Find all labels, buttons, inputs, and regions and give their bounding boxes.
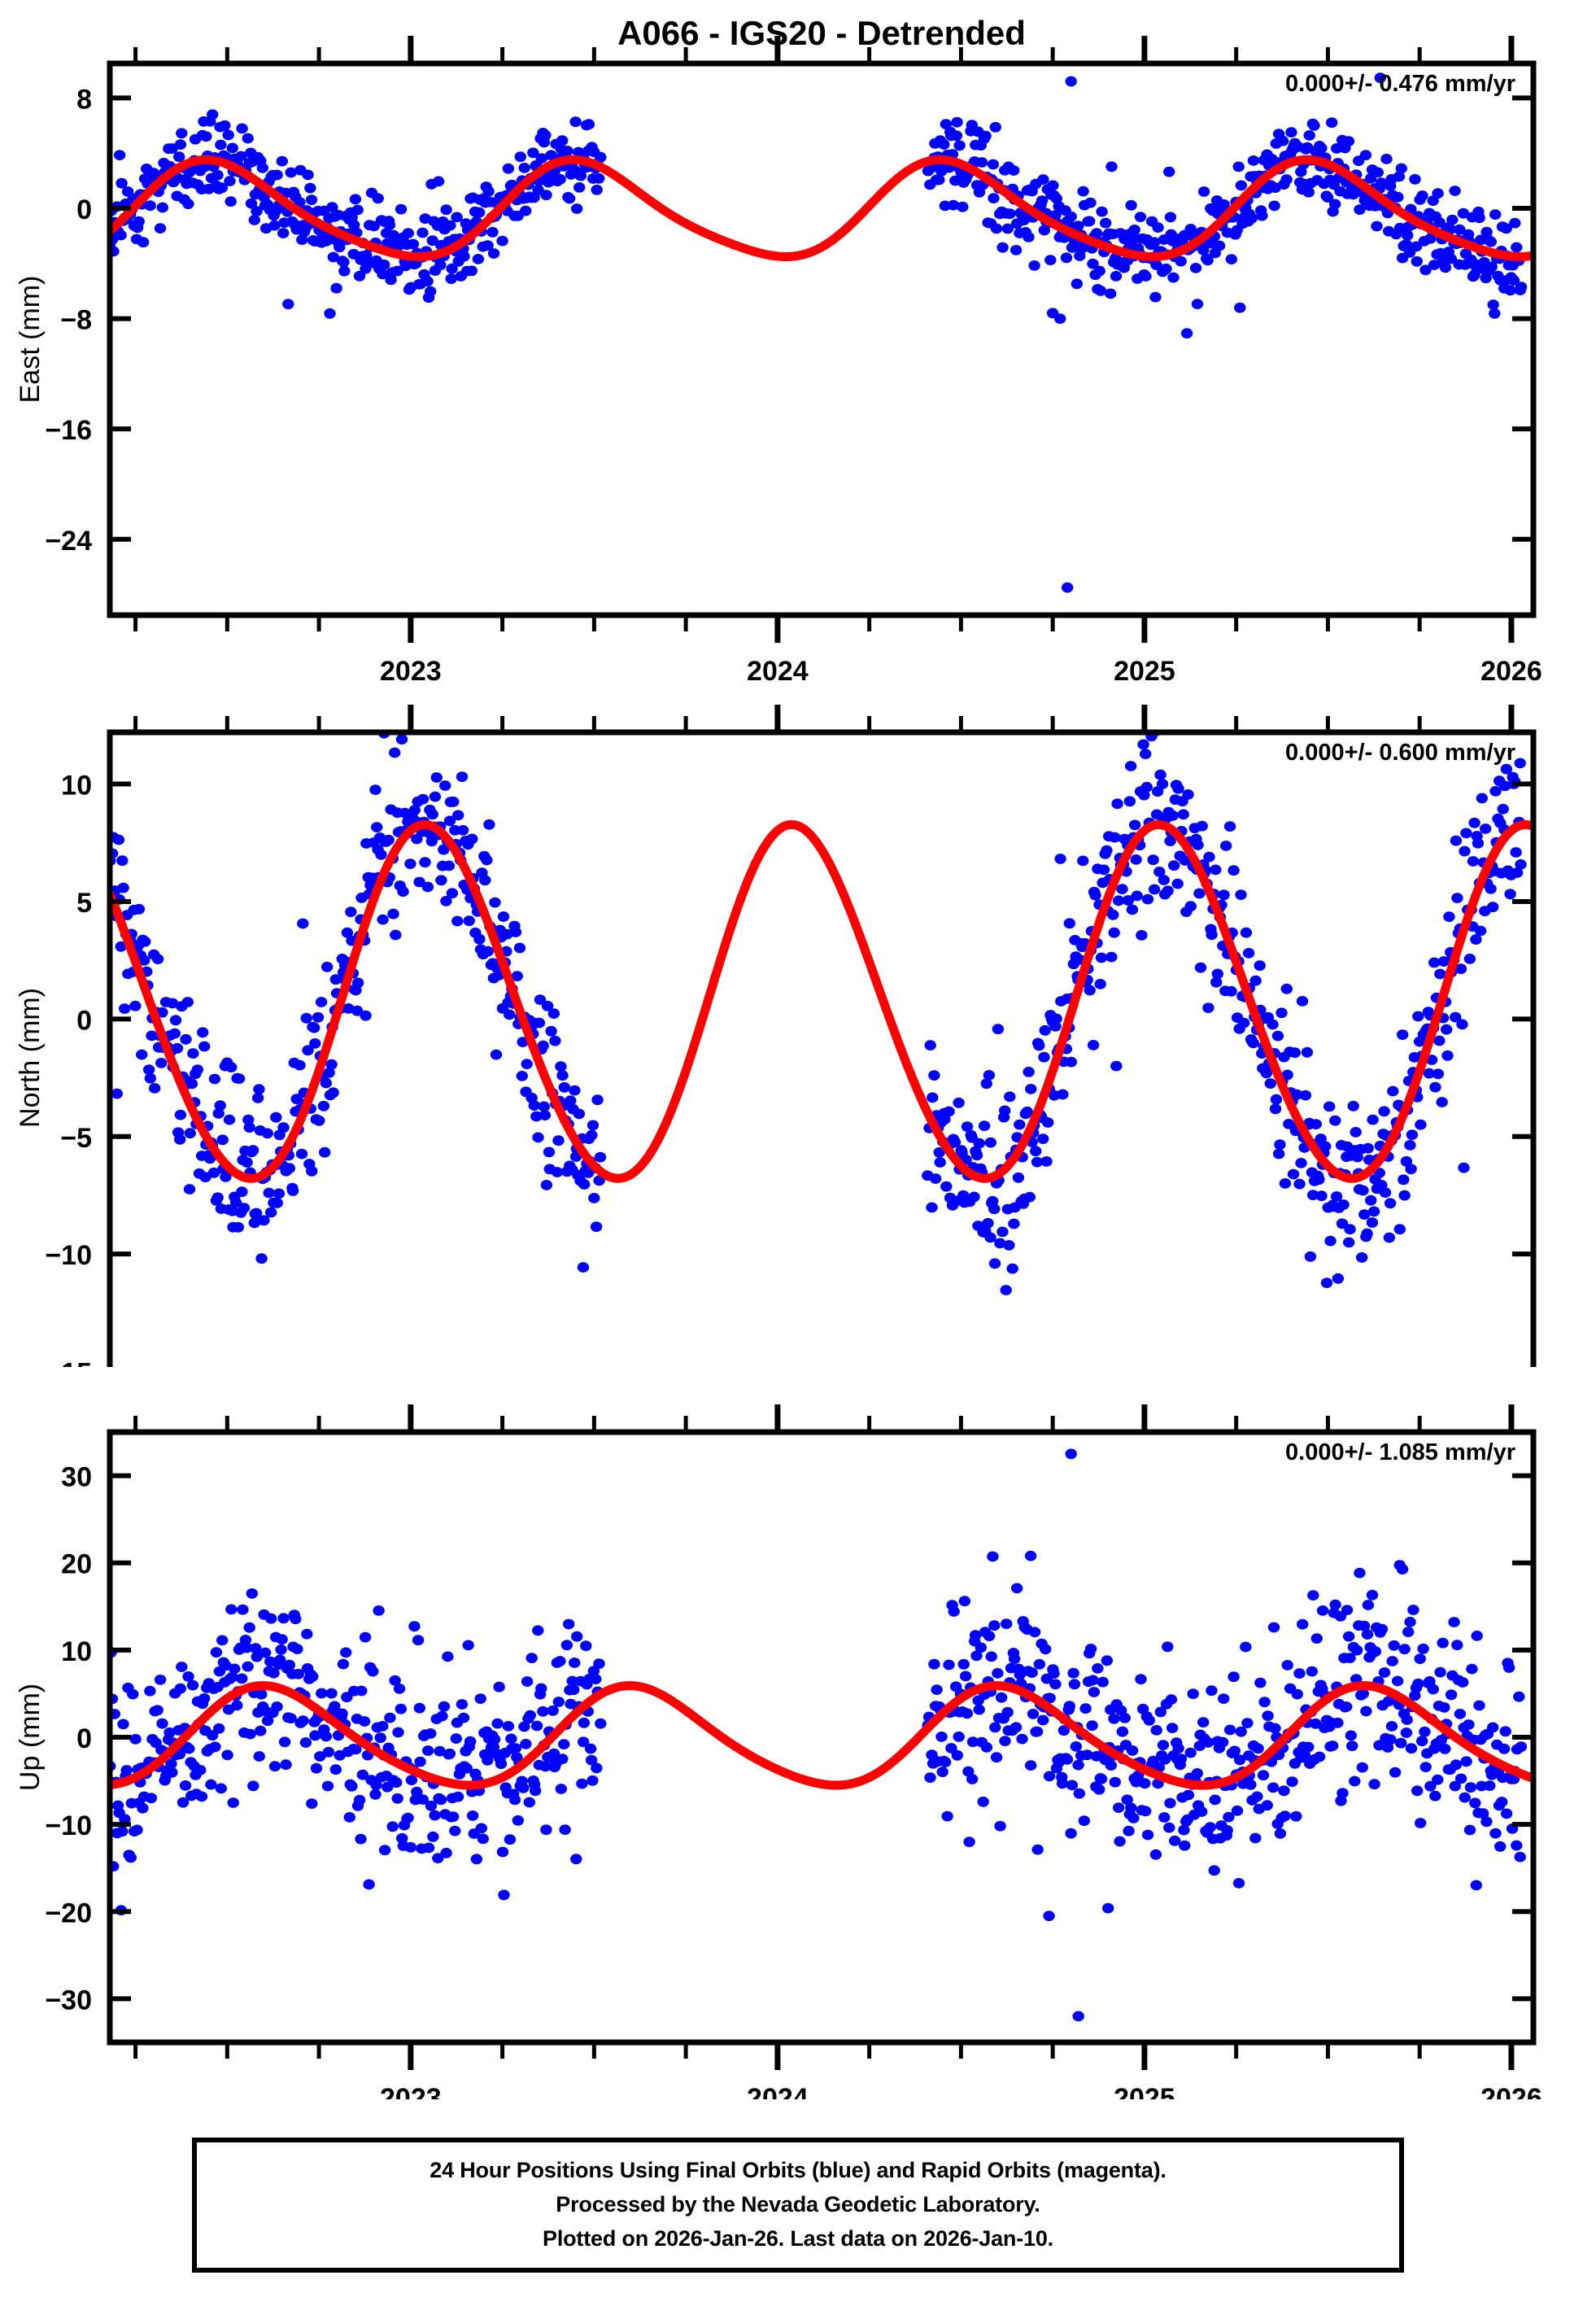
y-tick-label: 10: [61, 771, 92, 801]
y-tick-label: 10: [61, 1636, 92, 1667]
x-tick-label: 2025: [1114, 656, 1175, 684]
y-tick-label: −10: [45, 1240, 92, 1271]
page-title: A066 - IGS20 - Detrended: [617, 14, 1026, 52]
caption-line-2: Processed by the Nevada Geodetic Laborat…: [556, 2192, 1040, 2217]
caption-line-3: Plotted on 2026-Jan-26. Last data on 202…: [543, 2225, 1053, 2251]
rate-annotation: 0.000+/- 0.476 mm/yr: [1285, 71, 1515, 97]
y-tick-label: 0: [76, 1723, 92, 1754]
x-tick-label: 2025: [1114, 2083, 1175, 2099]
up-plot: 30 20 10 0 −10 −20 −30 2023 2024 2025 2026 Up (mm) 0…: [15, 1404, 1542, 2099]
y-tick-label: −16: [45, 415, 92, 446]
panel-up: 30 20 10 0 −10 −20 −30 2023 2024 2025 2026 Up (mm) 0…: [0, 1367, 1596, 2099]
y-tick-label: 0: [76, 1005, 92, 1036]
plot-data-layer: [110, 732, 1533, 1295]
rate-annotation: 0.000+/- 0.600 mm/yr: [1285, 740, 1515, 766]
plot-data-layer: [110, 72, 1533, 593]
y-tick-label: −20: [45, 1898, 92, 1928]
y-axis-title: North (mm): [15, 988, 46, 1128]
y-axis-title: East (mm): [15, 276, 46, 404]
scatter-points: [110, 72, 1528, 593]
y-tick-label: 30: [61, 1462, 92, 1493]
x-tick-label: 2026: [1480, 656, 1542, 684]
caption-box: 24 Hour Positions Using Final Orbits (bl…: [192, 2138, 1404, 2273]
panel-east: 8 0 −8 −16 −24 2023 2024 2025 2026 East (mm) 0.000…: [0, 0, 1596, 684]
y-tick-label: 8: [76, 84, 92, 115]
scatter-points: [110, 732, 1527, 1295]
scatter-points: [110, 1448, 1528, 2022]
y-tick-label: 0: [76, 194, 92, 225]
caption-line-1: 24 Hour Positions Using Final Orbits (bl…: [430, 2158, 1166, 2183]
x-axis: 2023 2024 2025 2026: [133, 1404, 1542, 2099]
east-plot: 8 0 −8 −16 −24 2023 2024 2025 2026 East (mm) 0.000…: [15, 14, 1542, 684]
plot-frame: [107, 729, 1537, 1367]
y-axis-title: Up (mm): [15, 1684, 46, 1791]
y-tick-label: 20: [61, 1549, 92, 1580]
y-axis: 8 0 −8 −16 −24: [45, 84, 1533, 557]
y-tick-label: −5: [60, 1123, 92, 1154]
seasonal-fit-curve: [110, 155, 1533, 261]
y-tick-label: −15: [45, 1358, 92, 1367]
x-tick-label: 2024: [747, 2083, 809, 2099]
x-tick-label: 2026: [1480, 2083, 1542, 2099]
y-axis: 10 5 0 −5 −10 −15: [45, 771, 1533, 1367]
y-tick-label: −8: [60, 305, 92, 336]
plot-frame: [107, 60, 1537, 618]
y-tick-label: −10: [45, 1810, 92, 1841]
rate-annotation: 0.000+/- 1.085 mm/yr: [1285, 1439, 1515, 1465]
y-tick-label: −30: [45, 1985, 92, 2016]
x-tick-label: 2023: [380, 2083, 442, 2099]
seasonal-fit-curve: [110, 1681, 1533, 1790]
plot-data-layer: [110, 1448, 1533, 2022]
y-axis: 30 20 10 0 −10 −20 −30: [45, 1462, 1533, 2016]
y-tick-label: −24: [45, 526, 92, 557]
seasonal-fit-curve: [110, 820, 1533, 1183]
x-axis: 2023 2024 2025 2026: [133, 36, 1542, 684]
y-tick-label: 5: [76, 888, 92, 919]
x-tick-label: 2024: [747, 656, 809, 684]
x-tick-label: 2023: [380, 656, 442, 684]
